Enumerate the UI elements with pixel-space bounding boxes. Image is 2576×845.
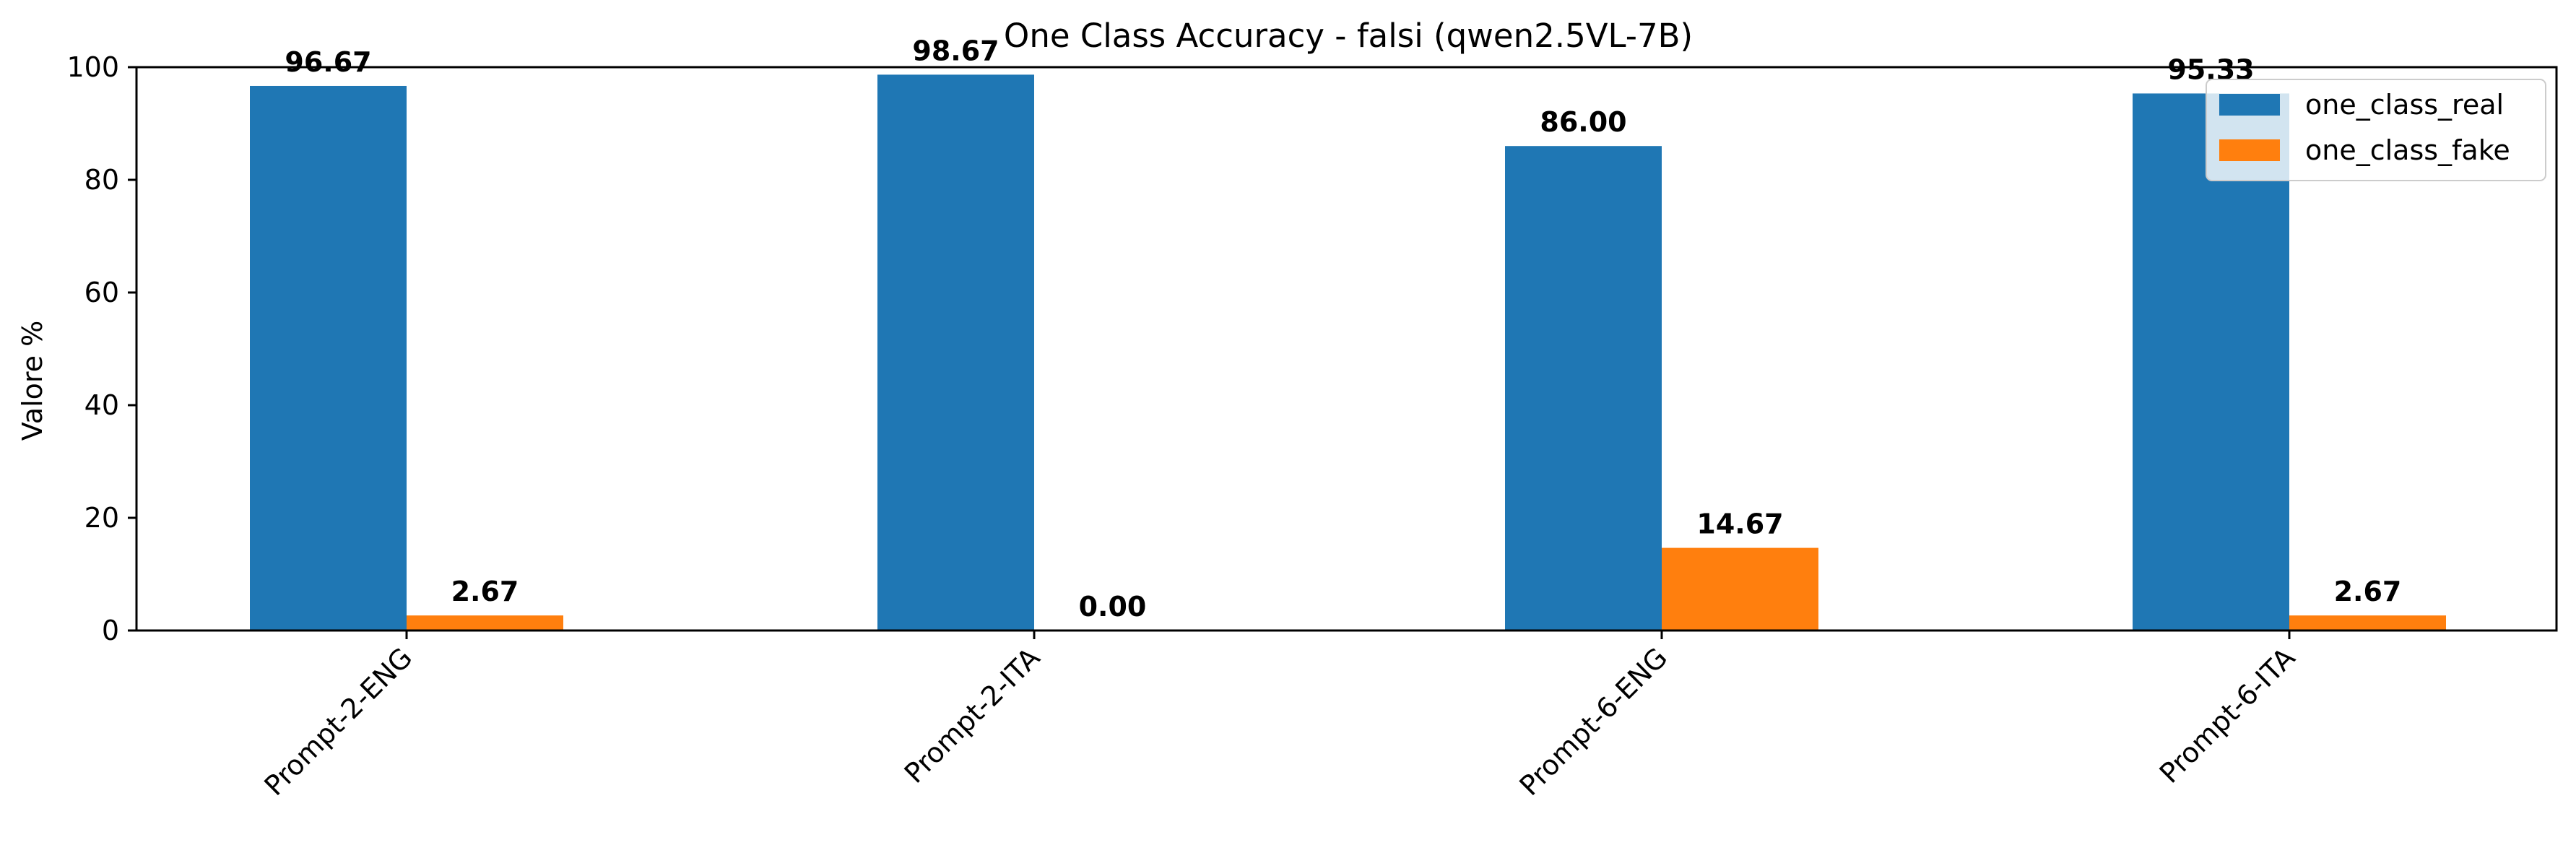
y-axis-label: Valore % [17, 321, 48, 441]
legend-swatch-one-class-real [2219, 94, 2280, 116]
bar-value-label: 2.67 [2334, 576, 2402, 607]
legend-label-one-class-real: one_class_real [2305, 89, 2504, 121]
y-tick-label: 100 [66, 51, 119, 83]
legend-box [2206, 79, 2546, 181]
bar-value-label: 96.67 [285, 46, 371, 78]
plot-area-frame [135, 66, 2558, 632]
bar-value-label: 98.67 [912, 35, 999, 66]
x-tick-label: Prompt-6-ENG [1513, 641, 1673, 802]
chart-title: One Class Accuracy - falsi (qwen2.5VL-7B… [1004, 17, 1693, 55]
y-axis: 0 20 40 60 80 100 [66, 51, 136, 646]
bar-one-class-fake-prompt-6-eng [1662, 547, 1818, 630]
bar-value-label: 0.00 [1079, 591, 1147, 623]
bars-layer [250, 74, 2446, 630]
legend: one_class_real one_class_fake [2206, 79, 2546, 181]
y-tick-label: 80 [84, 164, 119, 196]
y-tick-label: 0 [102, 615, 119, 646]
y-tick-label: 60 [84, 277, 119, 308]
bar-value-label: 2.67 [451, 576, 519, 607]
bar-value-label: 86.00 [1540, 106, 1626, 138]
bar-one-class-fake-prompt-2-eng [407, 615, 563, 630]
x-tick-label: Prompt-2-ENG [258, 641, 418, 802]
x-tick-label: Prompt-6-ITA [2154, 641, 2302, 789]
bar-one-class-real-prompt-6-ita [2133, 93, 2289, 630]
legend-swatch-one-class-fake [2219, 139, 2280, 161]
bar-one-class-real-prompt-2-ita [877, 74, 1034, 630]
y-tick-label: 20 [84, 502, 119, 534]
x-tick-label: Prompt-2-ITA [898, 641, 1046, 789]
y-tick-label: 40 [84, 389, 119, 421]
bar-one-class-real-prompt-2-eng [250, 85, 407, 630]
bar-one-class-fake-prompt-6-ita [2289, 615, 2446, 630]
legend-label-one-class-fake: one_class_fake [2305, 134, 2510, 166]
bar-one-class-real-prompt-6-eng [1505, 146, 1662, 630]
bar-value-label: 14.67 [1696, 508, 1783, 540]
x-axis: Prompt-2-ENG Prompt-2-ITA Prompt-6-ENG Prom… [258, 630, 2301, 802]
